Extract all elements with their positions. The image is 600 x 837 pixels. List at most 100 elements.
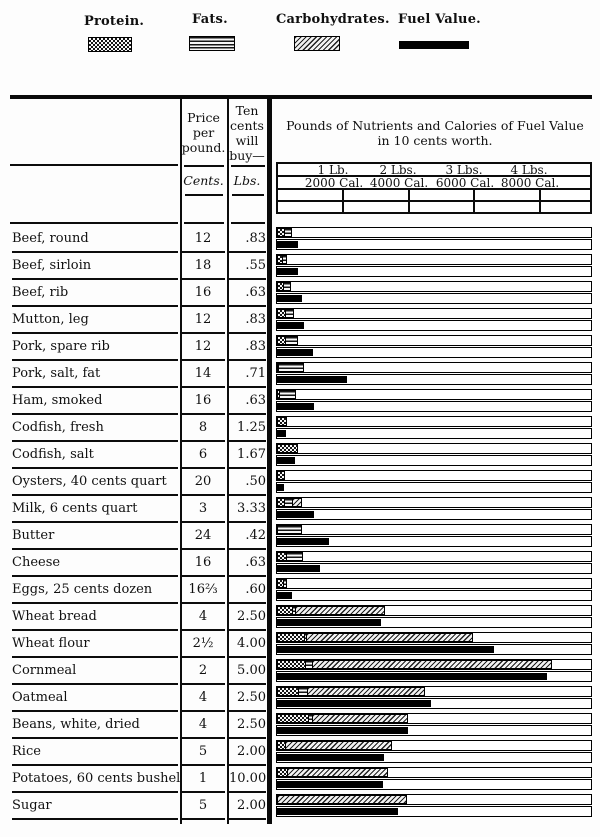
chart-title: Pounds of Nutrients and Calories of Fuel… <box>286 118 584 148</box>
row-chart <box>276 281 592 304</box>
price-cell: 5 <box>181 793 225 820</box>
protein-bar-segment <box>277 444 298 453</box>
header-rule <box>231 222 265 224</box>
nutrient-bar-track <box>276 605 592 616</box>
lbs-cell: 2.50 <box>229 685 266 712</box>
food-name: Beef, rib <box>12 280 178 307</box>
row-chart <box>276 389 592 412</box>
fuel-value-bar <box>277 565 321 572</box>
price-cell: 4 <box>181 685 225 712</box>
food-row: Oysters, 40 cents quart 20.50 <box>0 469 600 496</box>
fats-bar-segment <box>281 255 288 264</box>
fats-bar-segment <box>277 525 302 534</box>
carbs-bar-segment <box>291 498 302 507</box>
cents-unit-label: Cents. <box>183 173 224 188</box>
pounds-tick-label: 3 Lbs. <box>445 163 483 177</box>
lbs-cell: .63 <box>229 388 266 415</box>
food-name: Rice <box>12 739 178 766</box>
pound-gridline-tick <box>408 202 410 212</box>
nutrient-bar-track <box>276 443 592 454</box>
fuel-value-bar <box>277 349 314 356</box>
price-cell: 4 <box>181 604 225 631</box>
header-rule <box>184 165 224 167</box>
pound-gridline-tick <box>342 190 344 200</box>
food-row: Wheat flour 2½ 4.00 <box>0 631 600 658</box>
fuel-value-bar <box>277 619 382 626</box>
food-name: Milk, 6 cents quart <box>12 496 178 523</box>
carbs-bar-segment <box>294 606 385 615</box>
nutrient-bar-track <box>276 470 592 481</box>
food-name: Oysters, 40 cents quart <box>12 469 178 496</box>
fuel-value-bar <box>277 592 292 599</box>
food-row: Codfish, salt 6 1.67 <box>0 442 600 469</box>
row-chart <box>276 362 592 385</box>
food-name: Ham, smoked <box>12 388 178 415</box>
legend-label-fats: Fats. <box>192 12 228 27</box>
nutrient-bar-track <box>276 767 592 778</box>
fuel-value-bar <box>277 808 399 815</box>
nutrient-bar-track <box>276 497 592 508</box>
food-row: Mutton, leg 12.83 <box>0 307 600 334</box>
calories-tick-label: 4000 Cal. <box>369 176 429 190</box>
fuel-value-swatch-icon <box>399 41 469 49</box>
fuel-value-bar <box>277 754 384 761</box>
food-row: Eggs, 25 cents dozen 16⅔ .60 <box>0 577 600 604</box>
fats-bar-segment <box>283 579 288 588</box>
lbs-cell: 5.00 <box>229 658 266 685</box>
lbs-cell: 2.00 <box>229 793 266 820</box>
fuel-value-bar <box>277 781 383 788</box>
header-rule <box>10 164 178 166</box>
fuel-value-bar <box>277 538 329 545</box>
price-cell: 12 <box>181 307 225 334</box>
protein-bar-segment <box>277 687 300 696</box>
row-chart <box>276 551 592 574</box>
carbs-bar-segment <box>312 660 553 669</box>
fuel-bar-track <box>276 266 592 277</box>
protein-bar-segment <box>277 417 287 426</box>
price-per-pound-header: Price per pound. <box>181 110 226 155</box>
food-name: Codfish, salt <box>12 442 178 469</box>
pound-gridline-tick <box>408 190 410 200</box>
fuel-value-bar <box>277 646 494 653</box>
fats-swatch-icon <box>189 36 235 51</box>
fuel-bar-track <box>276 374 592 385</box>
pound-gridline-tick <box>539 202 541 212</box>
calories-tick-label: 2000 Cal. <box>304 176 364 190</box>
price-cell: 16 <box>181 550 225 577</box>
fats-bar-segment <box>283 228 292 237</box>
price-cell: 8 <box>181 415 225 442</box>
pound-gridline-tick <box>342 202 344 212</box>
row-chart <box>276 713 592 736</box>
fuel-bar-track <box>276 293 592 304</box>
fuel-bar-track <box>276 806 592 817</box>
lbs-cell: .83 <box>229 334 266 361</box>
legend-label-fuel-value: Fuel Value. <box>398 12 481 27</box>
lbs-cell: .55 <box>229 253 266 280</box>
food-row: Beef, sirloin 18.55 <box>0 253 600 280</box>
fuel-bar-track <box>276 617 592 628</box>
fuel-bar-track <box>276 752 592 763</box>
fuel-bar-track <box>276 455 592 466</box>
food-row: Pork, spare rib 12.83 <box>0 334 600 361</box>
fuel-bar-track <box>276 698 592 709</box>
row-chart <box>276 632 592 655</box>
col-rule-chart <box>267 99 272 824</box>
lbs-cell: .42 <box>229 523 266 550</box>
protein-bar-segment <box>277 471 285 480</box>
fats-bar-segment <box>278 363 305 372</box>
lbs-cell: 4.00 <box>229 631 266 658</box>
price-cell: 14 <box>181 361 225 388</box>
lbs-cell: 3.33 <box>229 496 266 523</box>
nutrient-bar-track <box>276 416 592 427</box>
calories-tick-label: 8000 Cal. <box>500 176 560 190</box>
row-chart <box>276 416 592 439</box>
protein-bar-segment <box>277 606 293 615</box>
fats-bar-segment <box>285 552 303 561</box>
food-name: Beans, white, dried <box>12 712 178 739</box>
lbs-cell: .83 <box>229 307 266 334</box>
pound-gridline-tick <box>473 190 475 200</box>
fats-bar-segment <box>283 282 291 291</box>
food-row: Ham, smoked 16.63 <box>0 388 600 415</box>
price-cell: 20 <box>181 469 225 496</box>
fuel-value-bar <box>277 376 347 383</box>
